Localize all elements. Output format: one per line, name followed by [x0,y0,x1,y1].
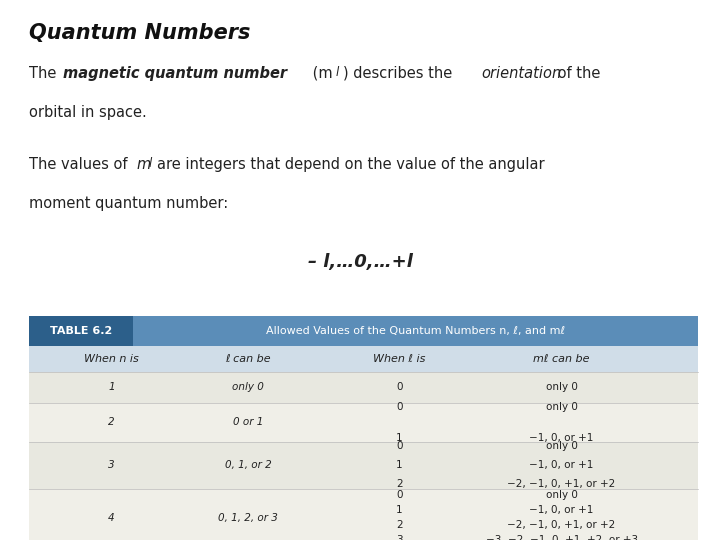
Text: orbital in space.: orbital in space. [29,105,147,120]
FancyBboxPatch shape [29,403,698,442]
Text: ℓ can be: ℓ can be [225,354,271,363]
Text: −3, −2, −1, 0, +1, +2, or +3: −3, −2, −1, 0, +1, +2, or +3 [485,535,638,540]
Text: When n is: When n is [84,354,139,363]
Text: 1: 1 [108,382,115,392]
Text: 1: 1 [396,461,403,470]
Text: only 0: only 0 [546,402,577,411]
Text: −1, 0, or +1: −1, 0, or +1 [529,433,594,443]
Text: Quantum Numbers: Quantum Numbers [29,23,250,43]
Text: m: m [137,157,151,172]
FancyBboxPatch shape [29,346,698,372]
Text: −1, 0, or +1: −1, 0, or +1 [529,505,594,515]
Text: 2: 2 [396,520,403,530]
Text: 0: 0 [396,402,403,411]
Text: 0: 0 [396,442,403,451]
Text: only 0: only 0 [546,382,577,392]
Text: magnetic quantum number: magnetic quantum number [63,66,287,81]
Text: 0: 0 [396,490,403,500]
Text: are integers that depend on the value of the angular: are integers that depend on the value of… [157,157,544,172]
FancyBboxPatch shape [29,442,698,489]
Text: TABLE 6.2: TABLE 6.2 [50,326,112,336]
Text: Allowed Values of the Quantum Numbers n, ℓ, and mℓ: Allowed Values of the Quantum Numbers n,… [266,326,565,336]
Text: 0: 0 [396,382,403,392]
FancyBboxPatch shape [29,316,133,346]
FancyBboxPatch shape [29,372,698,403]
FancyBboxPatch shape [29,489,698,540]
Text: 0, 1, 2, or 3: 0, 1, 2, or 3 [218,512,279,523]
Text: −2, −1, 0, +1, or +2: −2, −1, 0, +1, or +2 [508,520,616,530]
Text: l: l [149,157,153,170]
Text: – l,…0,…+l: – l,…0,…+l [307,253,413,271]
FancyBboxPatch shape [29,316,698,346]
Text: 1: 1 [396,505,403,515]
Text: (m: (m [308,66,333,81]
Text: 2: 2 [396,480,403,489]
Text: 3: 3 [396,535,403,540]
Text: ) describes the: ) describes the [343,66,456,81]
Text: moment quantum number:: moment quantum number: [29,196,228,211]
Text: only 0: only 0 [233,382,264,392]
Text: The values of: The values of [29,157,132,172]
Text: 0 or 1: 0 or 1 [233,417,264,427]
Text: The: The [29,66,60,81]
Text: 0, 1, or 2: 0, 1, or 2 [225,461,271,470]
Text: 4: 4 [108,512,115,523]
Text: mℓ can be: mℓ can be [534,354,590,363]
Text: only 0: only 0 [546,442,577,451]
Text: When ℓ is: When ℓ is [374,354,426,363]
Text: only 0: only 0 [546,490,577,500]
Text: of the: of the [553,66,600,81]
Text: l: l [336,66,339,79]
Text: −2, −1, 0, +1, or +2: −2, −1, 0, +1, or +2 [508,480,616,489]
Text: 1: 1 [396,433,403,443]
Text: 2: 2 [108,417,115,427]
Text: orientation: orientation [481,66,561,81]
Text: 3: 3 [108,461,115,470]
Text: −1, 0, or +1: −1, 0, or +1 [529,461,594,470]
